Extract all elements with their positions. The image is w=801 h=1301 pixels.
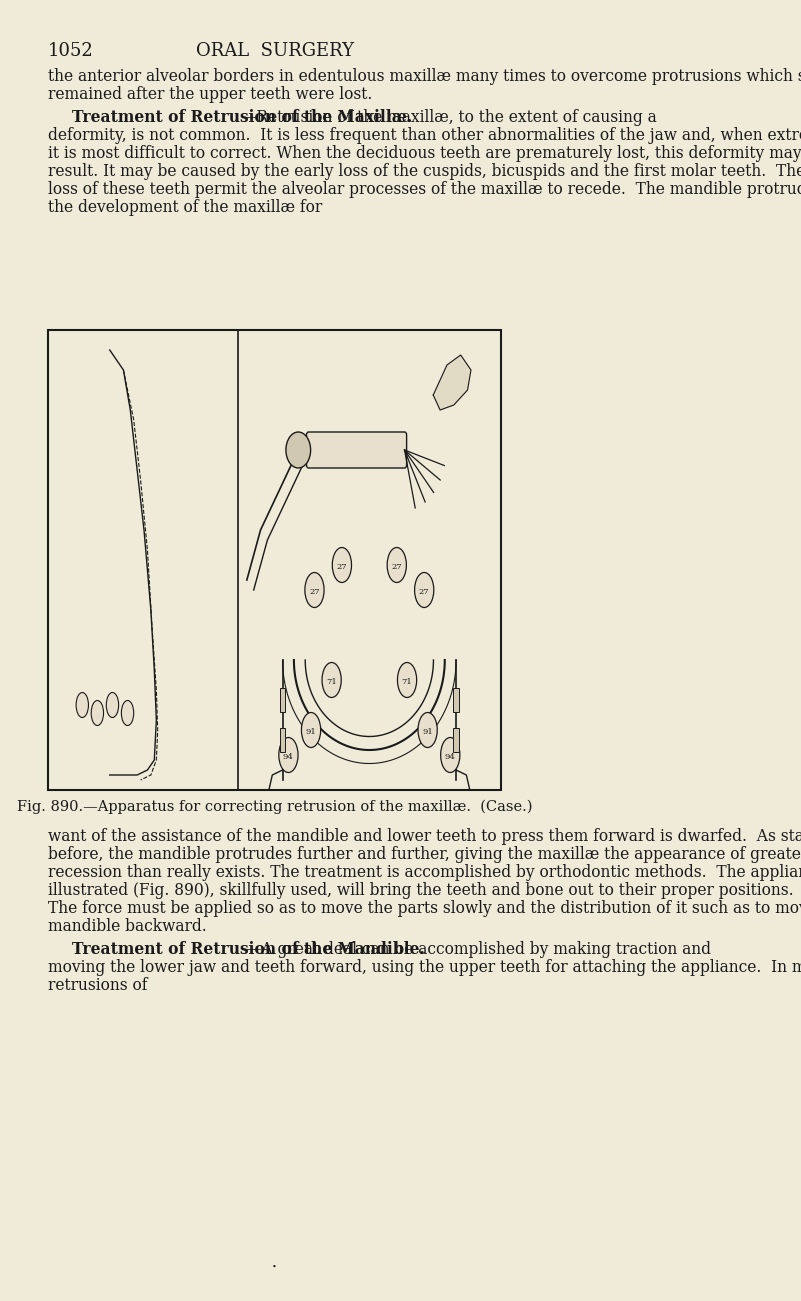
- Text: before, the mandible protrudes further and further, giving the maxillæ the appea: before, the mandible protrudes further a…: [48, 846, 801, 863]
- Text: 91: 91: [306, 729, 316, 736]
- Ellipse shape: [332, 548, 352, 583]
- Ellipse shape: [415, 572, 434, 608]
- Ellipse shape: [107, 692, 119, 717]
- Text: Treatment of Retrusion of the Maxillæ.: Treatment of Retrusion of the Maxillæ.: [72, 109, 413, 126]
- Ellipse shape: [441, 738, 460, 773]
- Ellipse shape: [322, 662, 341, 697]
- Text: retrusions of: retrusions of: [48, 977, 147, 994]
- Text: 27: 27: [419, 588, 429, 596]
- Text: 71: 71: [401, 678, 413, 686]
- Bar: [280, 688, 285, 712]
- Text: Treatment of Retrusion of the Mandible.: Treatment of Retrusion of the Mandible.: [72, 942, 425, 959]
- Ellipse shape: [387, 548, 406, 583]
- Text: it is most difficult to correct. When the deciduous teeth are prematurely lost, : it is most difficult to correct. When th…: [48, 146, 801, 163]
- Ellipse shape: [91, 700, 103, 726]
- Text: moving the lower jaw and teeth forward, using the upper teeth for attaching the : moving the lower jaw and teeth forward, …: [48, 959, 801, 976]
- Ellipse shape: [418, 713, 437, 748]
- Text: ORAL  SURGERY: ORAL SURGERY: [195, 42, 353, 60]
- Text: 94: 94: [283, 753, 294, 761]
- Bar: [453, 688, 459, 712]
- Bar: [48, 330, 501, 790]
- Ellipse shape: [301, 713, 320, 748]
- Text: The force must be applied so as to move the parts slowly and the distribution of: The force must be applied so as to move …: [48, 900, 801, 917]
- Circle shape: [286, 432, 311, 468]
- Ellipse shape: [76, 692, 88, 717]
- Text: 71: 71: [326, 678, 337, 686]
- Bar: [453, 729, 459, 752]
- Text: the development of the maxillæ for: the development of the maxillæ for: [48, 199, 322, 216]
- Text: want of the assistance of the mandible and lower teeth to press them forward is : want of the assistance of the mandible a…: [48, 827, 801, 846]
- Ellipse shape: [305, 572, 324, 608]
- Bar: [280, 729, 285, 752]
- Polygon shape: [433, 355, 471, 410]
- Text: Fig. 890.—Apparatus for correcting retrusion of the maxillæ.  (Case.): Fig. 890.—Apparatus for correcting retru…: [17, 800, 533, 814]
- Text: 91: 91: [422, 729, 433, 736]
- Text: deformity, is not common.  It is less frequent than other abnormalities of the j: deformity, is not common. It is less fre…: [48, 127, 801, 144]
- Ellipse shape: [279, 738, 298, 773]
- Text: 27: 27: [392, 563, 402, 571]
- Text: 94: 94: [445, 753, 456, 761]
- Text: •: •: [272, 1263, 277, 1271]
- Ellipse shape: [122, 700, 134, 726]
- Text: 27: 27: [336, 563, 347, 571]
- FancyBboxPatch shape: [307, 432, 407, 468]
- Text: 1052: 1052: [48, 42, 94, 60]
- Text: loss of these teeth permit the alveolar processes of the maxillæ to recede.  The: loss of these teeth permit the alveolar …: [48, 181, 801, 198]
- Text: 27: 27: [309, 588, 320, 596]
- Text: recession than really exists. The treatment is accomplished by orthodontic metho: recession than really exists. The treatm…: [48, 864, 801, 881]
- Text: mandible backward.: mandible backward.: [48, 919, 207, 935]
- Text: —A great deal can be accomplished by making traction and: —A great deal can be accomplished by mak…: [246, 942, 710, 959]
- Text: remained after the upper teeth were lost.: remained after the upper teeth were lost…: [48, 86, 372, 103]
- Text: result. It may be caused by the early loss of the cuspids, bicuspids and the fir: result. It may be caused by the early lo…: [48, 164, 801, 181]
- Text: the anterior alveolar borders in edentulous maxillæ many times to overcome protr: the anterior alveolar borders in edentul…: [48, 68, 801, 85]
- Ellipse shape: [397, 662, 417, 697]
- Text: illustrated (Fig. 890), skillfully used, will bring the teeth and bone out to th: illustrated (Fig. 890), skillfully used,…: [48, 882, 799, 899]
- Text: —Retrusion of the maxillæ, to the extent of causing a: —Retrusion of the maxillæ, to the extent…: [241, 109, 657, 126]
